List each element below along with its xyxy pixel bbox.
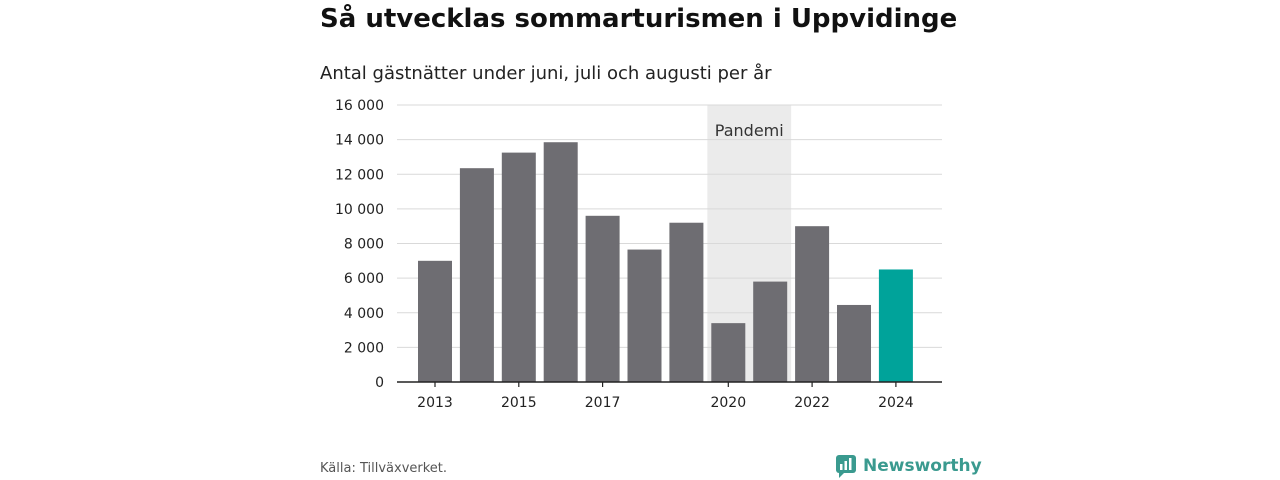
axis-layer: 0 2 000 4 000 6 000 8 000 10 000 12 000 14 000 1… [335, 98, 942, 411]
brand-name: Newsworthy [863, 456, 982, 476]
x-tick-label: 2024 [878, 395, 914, 411]
bar-2021 [753, 281, 788, 382]
y-tick-label: 14 000 [335, 133, 384, 149]
x-tick-label: 2022 [794, 395, 830, 411]
bar-layer [418, 142, 913, 382]
bar-2014 [459, 168, 494, 382]
bar-2018 [627, 249, 662, 382]
bar-2024 [878, 269, 913, 382]
bar-2015 [501, 152, 536, 382]
x-tick-label: 2020 [710, 395, 746, 411]
bar-2019 [669, 222, 704, 382]
bar-2023 [837, 304, 871, 382]
x-tick-label: 2017 [585, 395, 621, 411]
brand-logo[interactable]: Newsworthy [835, 454, 982, 478]
y-tick-label: 0 [375, 375, 384, 391]
bar-2017 [585, 215, 620, 382]
y-tick-label: 8 000 [344, 237, 384, 253]
y-tick-label: 10 000 [335, 202, 384, 218]
newsworthy-logo-icon [836, 455, 856, 478]
annotation-label-pandemi: Pandemi [715, 121, 784, 140]
chart-subtitle: Antal gästnätter under juni, juli och au… [320, 63, 772, 84]
source-note: Källa: Tillväxverket. [320, 461, 448, 476]
y-tick-label: 12 000 [335, 167, 384, 183]
bar-2013 [418, 260, 452, 382]
bar-2016 [543, 142, 578, 382]
x-tick-label: 2013 [417, 395, 453, 411]
y-tick-label: 2 000 [344, 340, 384, 356]
y-tick-label: 4 000 [344, 306, 384, 322]
y-tick-label: 16 000 [335, 98, 384, 114]
y-tick-label: 6 000 [344, 271, 384, 287]
bar-2020 [711, 323, 746, 382]
x-tick-label: 2015 [501, 395, 537, 411]
bar-2022 [795, 226, 830, 382]
chart-title: Så utvecklas sommarturismen i Uppvidinge [320, 4, 958, 34]
